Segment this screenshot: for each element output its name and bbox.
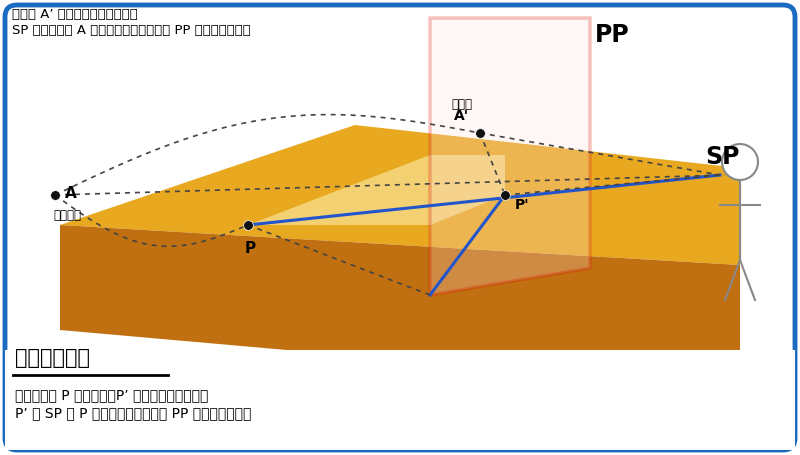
Text: A: A (65, 186, 77, 201)
Text: 無限遠点: 無限遠点 (53, 209, 81, 222)
Polygon shape (248, 155, 505, 225)
Circle shape (722, 144, 758, 180)
FancyBboxPatch shape (5, 5, 795, 450)
Text: 透視図の定義: 透視図の定義 (15, 348, 90, 368)
Text: PP: PP (595, 23, 630, 47)
Text: SP と無限遠点 A を直線で結んだときの PP との交点です。: SP と無限遠点 A を直線で結んだときの PP との交点です。 (12, 24, 250, 37)
Text: 消失点 A’ は透視図の定義により: 消失点 A’ は透視図の定義により (12, 8, 138, 21)
Text: P’ は SP と P を結んだ直線と平面 PP との交点です。: P’ は SP と P を結んだ直線と平面 PP との交点です。 (15, 406, 251, 420)
Polygon shape (430, 18, 590, 295)
Bar (5, 350, 795, 450)
Text: SP: SP (705, 145, 739, 169)
Polygon shape (60, 225, 740, 390)
Text: P': P' (515, 198, 530, 212)
Polygon shape (60, 125, 740, 265)
Text: A': A' (454, 109, 470, 123)
Text: P: P (245, 241, 255, 256)
Text: 消失点: 消失点 (451, 98, 473, 111)
Text: 空間上の点 P に対して、P’ を投影点とします。: 空間上の点 P に対して、P’ を投影点とします。 (15, 388, 208, 402)
